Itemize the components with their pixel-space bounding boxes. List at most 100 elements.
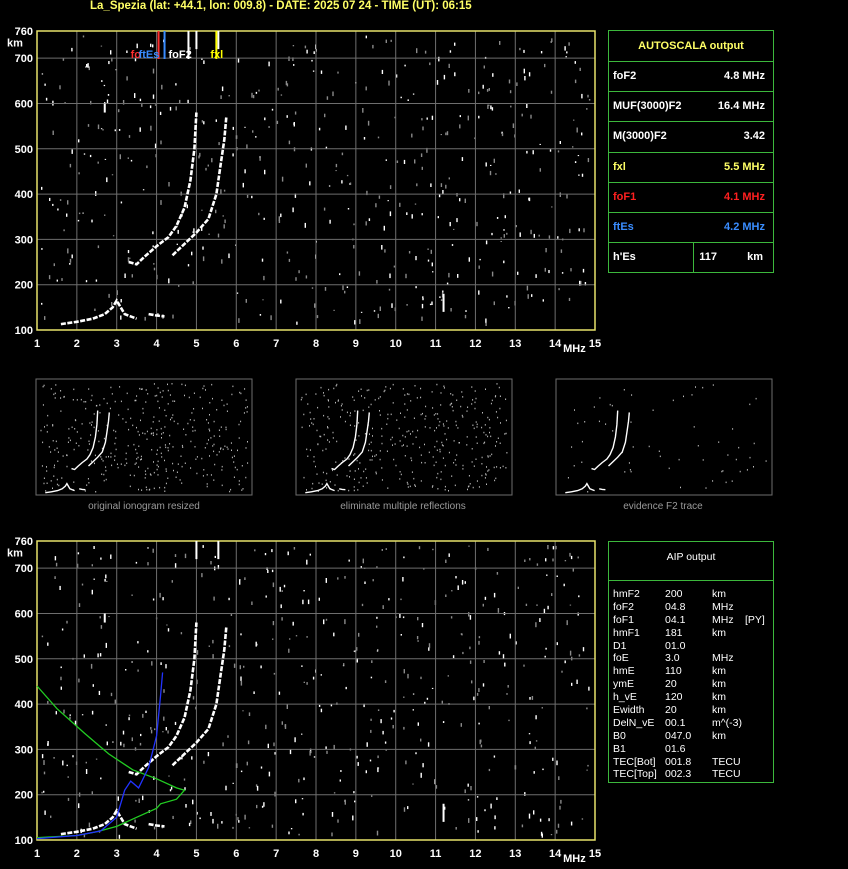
noise-dot <box>578 595 580 598</box>
thumb-dot <box>406 481 408 484</box>
thumb-dot <box>490 402 492 405</box>
thumb-dot <box>436 427 437 429</box>
thumb-dot <box>156 464 158 466</box>
thumb-dot <box>309 449 311 451</box>
thumb-dot <box>489 427 491 429</box>
noise-dot <box>365 770 367 774</box>
noise-dot <box>174 721 177 725</box>
noise-dot <box>573 119 575 121</box>
noise-dot <box>496 797 498 800</box>
thumb-dot <box>320 386 322 389</box>
noise-dot <box>547 545 549 550</box>
noise-dot <box>490 105 492 110</box>
thumb-dot <box>402 388 404 390</box>
noise-dot <box>506 232 508 235</box>
noise-dot <box>100 777 102 780</box>
noise-dot <box>493 158 495 163</box>
noise-dot <box>578 174 580 176</box>
noise-dot <box>54 556 57 561</box>
noise-dot <box>428 647 430 651</box>
thumb-dot <box>230 488 232 491</box>
aip-param-unit: km <box>712 729 726 742</box>
thumb-dot <box>599 397 601 399</box>
thumb-dot <box>56 483 58 486</box>
thumb-dot <box>497 416 499 419</box>
thumb-dot <box>765 460 767 462</box>
thumb-dot <box>612 430 614 432</box>
noise-dot <box>370 676 373 679</box>
noise-dot <box>247 740 250 745</box>
thumb-dot <box>340 416 341 418</box>
thumbnail-2 <box>295 378 513 496</box>
thumb-dot <box>468 485 470 487</box>
y-tick-label: 200 <box>15 280 33 292</box>
thumb-dot <box>398 427 400 430</box>
noise-dot <box>325 578 327 583</box>
thumb-dot <box>442 423 444 425</box>
noise-dot <box>281 721 283 725</box>
thumb-dot <box>188 396 190 399</box>
noise-dot <box>240 633 242 636</box>
thumb-dot <box>127 445 129 447</box>
thumb-dot <box>436 383 438 386</box>
noise-dot <box>579 67 581 71</box>
noise-dot <box>448 177 450 180</box>
thumb-dot <box>425 415 427 417</box>
thumb-dot <box>407 483 409 485</box>
thumb-dot <box>358 422 360 424</box>
noise-dot <box>237 58 240 63</box>
thumb-dot <box>245 447 247 449</box>
noise-dot <box>91 710 94 715</box>
thumb-dot <box>495 395 497 397</box>
noise-dot <box>116 290 118 295</box>
noise-dot <box>202 545 204 548</box>
aip-param-value: 181 <box>665 626 683 639</box>
noise-dot <box>496 217 499 219</box>
noise-dot <box>112 741 114 743</box>
noise-dot <box>90 100 92 105</box>
noise-dot <box>430 183 432 187</box>
noise-dot <box>74 720 77 726</box>
x-tick-label: 2 <box>74 338 80 350</box>
thumb-dot <box>379 458 381 461</box>
noise-dot <box>251 195 253 199</box>
noise-dot <box>309 553 311 556</box>
noise-dot <box>248 712 251 716</box>
thumb-dot <box>219 435 221 437</box>
thumb-dot <box>120 463 122 465</box>
thumb-dot <box>444 489 446 491</box>
noise-dot <box>370 729 372 733</box>
noise-dot <box>184 553 187 559</box>
aip-param-value: 110 <box>665 665 682 678</box>
noise-dot <box>388 80 390 86</box>
noise-dot <box>431 301 433 305</box>
thumb-dot <box>502 465 504 468</box>
noise-dot <box>87 63 89 68</box>
noise-dot <box>318 704 321 707</box>
noise-dot <box>404 64 406 67</box>
noise-dot <box>547 605 549 610</box>
noise-dot <box>225 785 227 791</box>
noise-dot <box>526 285 529 291</box>
thumb-dot <box>167 449 169 452</box>
thumb-dot <box>504 433 506 435</box>
thumb-dot <box>420 480 422 482</box>
thumb-dot <box>712 384 714 386</box>
thumb-dot <box>749 456 751 459</box>
thumb-dot <box>164 426 166 428</box>
noise-dot <box>111 174 114 176</box>
noise-dot <box>426 697 429 700</box>
thumb-dot <box>325 479 327 482</box>
thumb-dot <box>209 402 211 404</box>
thumb-dot <box>117 466 119 469</box>
noise-dot <box>117 796 119 801</box>
thumb-dot <box>369 433 370 435</box>
noise-dot <box>422 126 424 131</box>
thumb-dot <box>136 452 138 454</box>
aip-row: foF1 04.1 MHz [PY] <box>609 614 773 627</box>
noise-dot <box>256 785 259 791</box>
noise-dot <box>150 43 152 47</box>
x-tick-label: 7 <box>273 848 279 860</box>
thumb-dot <box>203 469 205 471</box>
noise-dot <box>81 714 84 716</box>
